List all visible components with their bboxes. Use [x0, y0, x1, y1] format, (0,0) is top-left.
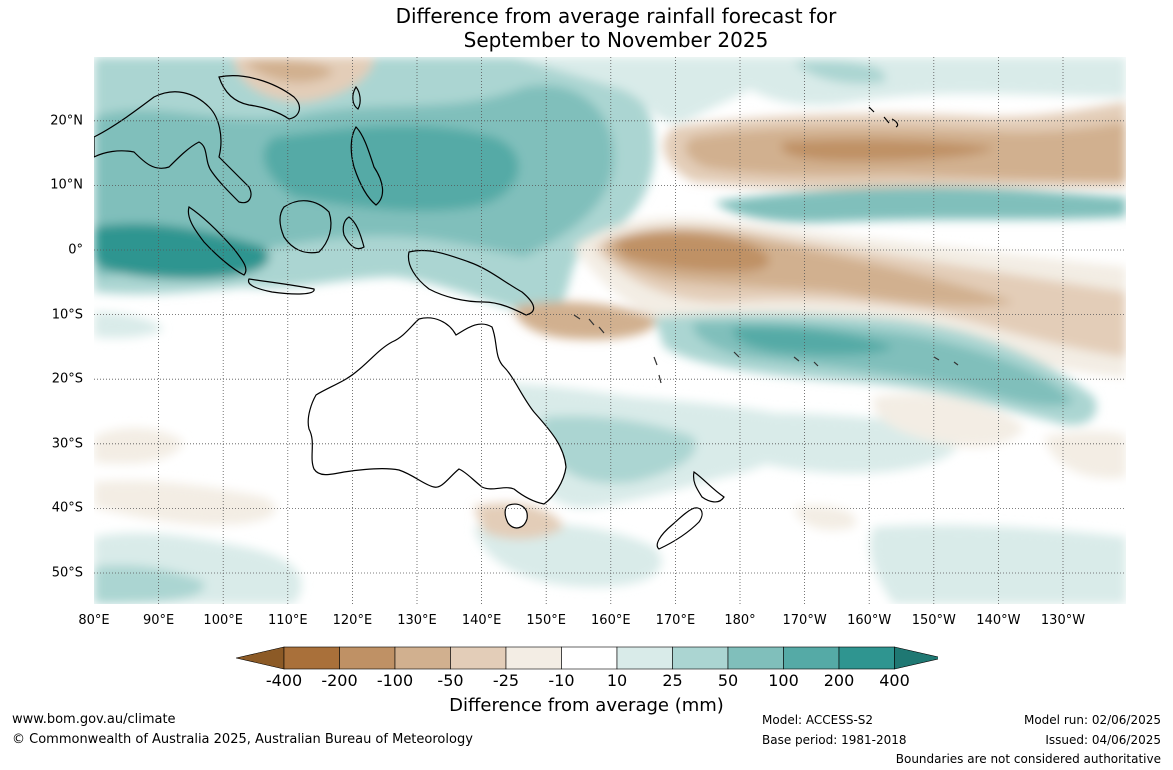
colorbar-segment [561, 646, 618, 670]
colorbar-tick-label: -50 [437, 671, 464, 690]
colorbar-tick-label: 100 [768, 671, 799, 690]
colorbar-segment [394, 646, 451, 670]
philippines-coastline [350, 126, 384, 206]
longitude-tick-label: 170°W [782, 613, 827, 628]
colorbar [236, 646, 938, 670]
longitude-tick-label: 160°W [847, 613, 892, 628]
dry-patch-south-4 [873, 393, 1024, 447]
longitude-tick-label: 80°E [78, 613, 110, 628]
longitude-tick-label: 110°E [268, 613, 308, 628]
map-gridlines [94, 57, 1126, 604]
pacific-islands [573, 314, 959, 384]
model-run-date: Model run: 02/06/2025 [1023, 713, 1161, 727]
colorbar-tick-label: -400 [265, 671, 303, 690]
issued-date: Issued: 04/06/2025 [1045, 733, 1161, 747]
longitude-tick-label: 140°W [976, 613, 1021, 628]
borneo-coastline [279, 200, 332, 254]
wet-zone-core [263, 125, 519, 212]
colorbar-segment [616, 646, 673, 670]
latitude-tick-label: 10°N [50, 177, 83, 193]
colorbar-extend-high [894, 646, 938, 670]
longitude-tick-label: 120°E [332, 613, 373, 628]
wet-zone-tasman-inner [542, 415, 696, 484]
java-coastline [247, 278, 315, 295]
colorbar-tick-label: 25 [662, 671, 683, 690]
taiwan-coastline [352, 85, 361, 110]
sumatra-coastline [187, 206, 247, 276]
colorbar-tick-label: -200 [321, 671, 358, 690]
rainfall-map [94, 57, 1126, 604]
boundaries-disclaimer: Boundaries are not considered authoritat… [895, 752, 1161, 766]
base-period: Base period: 1981-2018 [762, 733, 907, 747]
latitude-tick-label: 10°S [51, 307, 83, 323]
wet-patch-northeast [794, 60, 886, 84]
colorbar-tick-label: 50 [717, 671, 739, 690]
title-line-1: Difference from average rainfall forecas… [395, 4, 837, 28]
tasmania-coastline [504, 503, 528, 529]
longitude-tick-label: 150°W [911, 613, 956, 628]
dry-patch-nw-inner [244, 60, 334, 83]
colorbar-segment [672, 646, 729, 670]
longitude-tick-label: 90°E [142, 613, 175, 628]
colorbar-segment [505, 646, 562, 670]
model-name: Model: ACCESS-S2 [762, 713, 874, 727]
wet-zone-southeast [693, 412, 960, 474]
longitude-tick-label: 140°E [461, 613, 502, 628]
map-title: Difference from average rainfall forecas… [0, 4, 1173, 52]
dry-patch-coral-sea [514, 301, 656, 340]
dry-patch-south-1 [94, 427, 184, 464]
latitude-tick-label: 0° [68, 242, 83, 258]
colorbar-extend-low [236, 646, 285, 670]
asia-coastline [94, 75, 301, 204]
wet-zone-west [94, 312, 164, 339]
longitude-tick-label: 180° [724, 613, 756, 628]
longitude-tick-label: 160°E [591, 613, 631, 628]
colorbar-tick-label: 400 [879, 671, 910, 690]
longitude-tick-label: 130°E [397, 613, 437, 628]
hawaii-islands [868, 106, 899, 128]
longitude-tick-label: 170°E [655, 613, 696, 628]
title-line-2: September to November 2025 [463, 28, 769, 52]
wet-band-spcz-core [733, 326, 894, 356]
colorbar-segment [838, 646, 895, 670]
colorbar-tick-label: 10 [606, 671, 628, 690]
dry-patch-south-2 [94, 480, 276, 526]
colorbar-segment [339, 646, 396, 670]
latitude-tick-label: 40°S [51, 500, 83, 516]
latitude-tick-label: 30°S [51, 436, 83, 452]
wet-zone-south-central [474, 523, 662, 587]
colorbar-tick-label: -10 [548, 671, 575, 690]
sulawesi-coastline [342, 216, 365, 250]
colorbar-title: Difference from average (mm) [449, 695, 724, 716]
dry-patch-south-5 [794, 505, 856, 531]
copyright-text: © Commonwealth of Australia 2025, Austra… [12, 732, 473, 747]
dry-tongue-core [614, 232, 770, 272]
longitude-tick-label: 130°W [1040, 613, 1086, 628]
wet-band-itcz [714, 186, 1126, 223]
website-link[interactable]: www.bom.gov.au/climate [12, 712, 176, 727]
latitude-tick-label: 20°S [51, 371, 83, 387]
colorbar-segment [283, 646, 340, 670]
dry-patch-southeast [1044, 431, 1126, 479]
colorbar-segment [727, 646, 784, 670]
colorbar-tick-label: -100 [376, 671, 414, 690]
dry-band-north-core [781, 139, 994, 162]
wet-zone-equator [94, 223, 270, 280]
longitude-tick-label: 100°E [203, 613, 243, 628]
colorbar-tick-label: 200 [823, 671, 855, 690]
wet-fringe-north [514, 57, 794, 123]
colorbar-segment [783, 646, 840, 670]
colorbar-tick-label: -25 [492, 671, 520, 690]
new-zealand-coastline [656, 470, 725, 550]
latitude-tick-label: 50°S [51, 565, 83, 581]
wet-zone-southwest-inner [94, 565, 205, 604]
latitude-tick-label: 20°N [50, 113, 83, 129]
longitude-tick-label: 150°E [526, 613, 566, 628]
colorbar-segment [450, 646, 507, 670]
australia-coastline [307, 317, 567, 505]
